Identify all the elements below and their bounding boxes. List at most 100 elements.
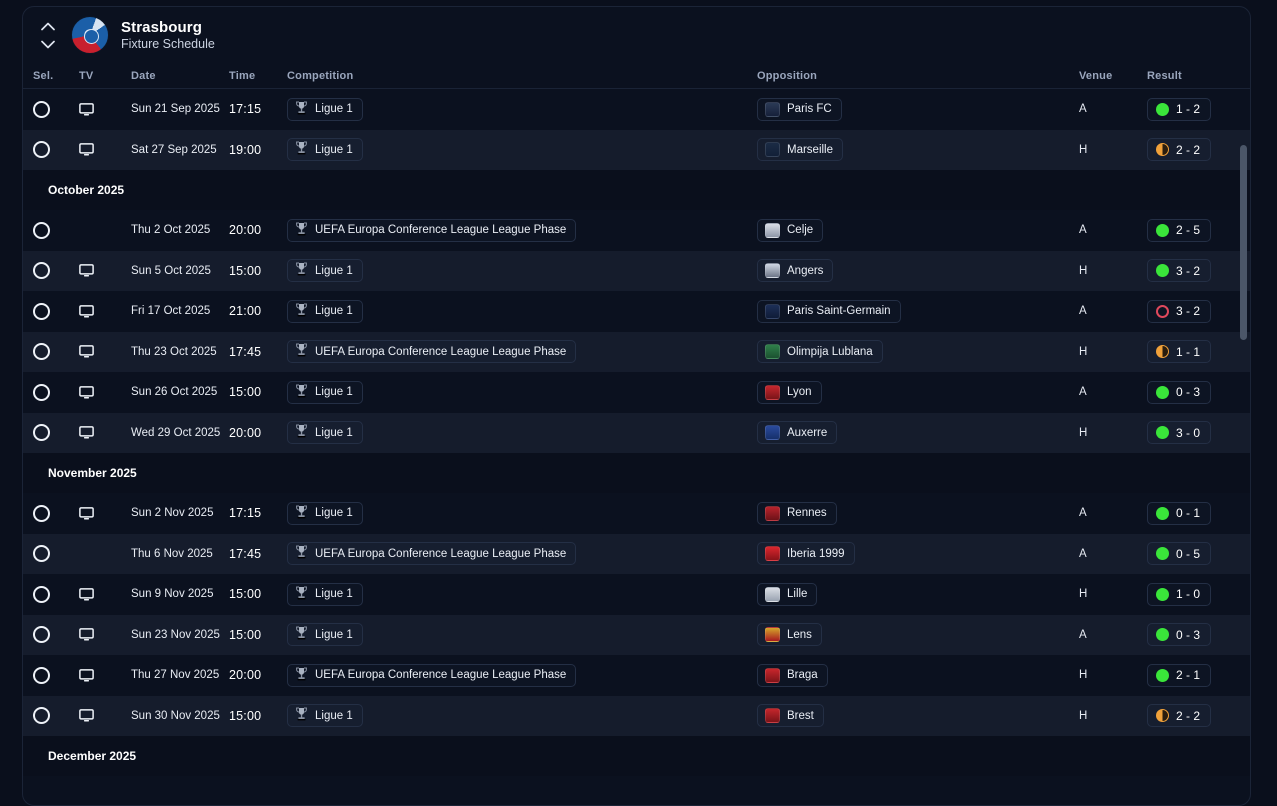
select-fixture-radio[interactable] bbox=[33, 141, 50, 159]
opposition-chip[interactable]: Lens bbox=[757, 623, 822, 647]
fixture-list-scroller[interactable]: Sun 21 Sep 2025 17:15 Ligue 1 Paris FC A 1 - … bbox=[23, 89, 1250, 804]
select-fixture-radio[interactable] bbox=[33, 262, 50, 280]
time-cell: 20:00 bbox=[229, 426, 287, 440]
result-chip[interactable]: 2 - 5 bbox=[1147, 218, 1212, 242]
select-fixture-radio[interactable] bbox=[33, 545, 50, 563]
select-cell[interactable] bbox=[23, 302, 79, 320]
club-crest-icon bbox=[765, 101, 780, 117]
select-cell[interactable] bbox=[23, 545, 79, 563]
select-fixture-radio[interactable] bbox=[33, 626, 50, 644]
select-cell[interactable] bbox=[23, 585, 79, 603]
select-cell[interactable] bbox=[23, 141, 79, 159]
competition-chip[interactable]: Ligue 1 bbox=[287, 501, 363, 525]
select-cell[interactable] bbox=[23, 424, 79, 442]
fixture-row[interactable]: Sun 23 Nov 2025 15:00 Ligue 1 Lens A 0 - 3 bbox=[23, 614, 1250, 655]
select-fixture-radio[interactable] bbox=[33, 221, 50, 239]
fixture-row[interactable]: Thu 6 Nov 2025 17:45 UEFA Europa Conferenc… bbox=[23, 533, 1250, 574]
result-chip[interactable]: 0 - 3 bbox=[1147, 380, 1212, 404]
result-score: 1 - 2 bbox=[1176, 102, 1201, 117]
fixture-row[interactable]: Wed 29 Oct 2025 20:00 Ligue 1 Auxerre H 3 - 0 bbox=[23, 412, 1250, 453]
opposition-chip[interactable]: Braga bbox=[757, 663, 828, 687]
fixture-row[interactable]: Thu 2 Oct 2025 20:00 UEFA Europa Conferenc… bbox=[23, 210, 1250, 251]
result-chip[interactable]: 0 - 5 bbox=[1147, 542, 1212, 566]
fixture-row[interactable]: Fri 17 Oct 2025 21:00 Ligue 1 Paris Saint-G… bbox=[23, 291, 1250, 332]
opposition-chip[interactable]: Lille bbox=[757, 582, 818, 606]
result-chip[interactable]: 3 - 0 bbox=[1147, 421, 1212, 445]
select-fixture-radio[interactable] bbox=[33, 585, 50, 603]
select-fixture-radio[interactable] bbox=[33, 707, 50, 725]
opposition-name: Braga bbox=[787, 669, 818, 682]
select-cell[interactable] bbox=[23, 100, 79, 118]
competition-chip[interactable]: UEFA Europa Conference League League Pha… bbox=[287, 663, 577, 687]
select-cell[interactable] bbox=[23, 221, 79, 239]
select-fixture-radio[interactable] bbox=[33, 383, 50, 401]
fixture-date: Sun 26 Oct 2025 bbox=[131, 386, 218, 399]
competition-chip[interactable]: Ligue 1 bbox=[287, 421, 363, 445]
competition-chip[interactable]: Ligue 1 bbox=[287, 138, 363, 162]
competition-chip[interactable]: Ligue 1 bbox=[287, 97, 363, 121]
fixture-row[interactable]: Sun 21 Sep 2025 17:15 Ligue 1 Paris FC A 1 - … bbox=[23, 89, 1250, 130]
result-chip[interactable]: 1 - 2 bbox=[1147, 97, 1212, 121]
opposition-chip[interactable]: Angers bbox=[757, 259, 834, 283]
select-fixture-radio[interactable] bbox=[33, 302, 50, 320]
select-cell[interactable] bbox=[23, 343, 79, 361]
select-fixture-radio[interactable] bbox=[33, 100, 50, 118]
competition-chip[interactable]: Ligue 1 bbox=[287, 380, 363, 404]
result-chip[interactable]: 0 - 3 bbox=[1147, 623, 1212, 647]
select-cell[interactable] bbox=[23, 262, 79, 280]
result-chip[interactable]: 1 - 1 bbox=[1147, 340, 1212, 364]
result-chip[interactable]: 0 - 1 bbox=[1147, 501, 1212, 525]
competition-chip[interactable]: UEFA Europa Conference League League Pha… bbox=[287, 340, 577, 364]
select-cell[interactable] bbox=[23, 504, 79, 522]
opposition-chip[interactable]: Paris Saint-Germain bbox=[757, 299, 901, 323]
fixture-row[interactable]: Sun 5 Oct 2025 15:00 Ligue 1 Angers H 3 - 2 bbox=[23, 250, 1250, 291]
chevron-up-icon[interactable] bbox=[41, 22, 55, 31]
competition-chip[interactable]: Ligue 1 bbox=[287, 259, 363, 283]
result-chip[interactable]: 3 - 2 bbox=[1147, 259, 1212, 283]
result-chip[interactable]: 2 - 1 bbox=[1147, 663, 1212, 687]
scrollbar-track[interactable] bbox=[1240, 89, 1247, 804]
result-chip[interactable]: 3 - 2 bbox=[1147, 299, 1212, 323]
fixture-row[interactable]: Sun 2 Nov 2025 17:15 Ligue 1 Rennes A 0 - 1 bbox=[23, 493, 1250, 534]
competition-chip[interactable]: UEFA Europa Conference League League Pha… bbox=[287, 218, 577, 242]
competition-chip[interactable]: Ligue 1 bbox=[287, 582, 363, 606]
select-fixture-radio[interactable] bbox=[33, 343, 50, 361]
opposition-chip[interactable]: Celje bbox=[757, 218, 824, 242]
opposition-chip[interactable]: Lyon bbox=[757, 380, 822, 404]
opposition-chip[interactable]: Iberia 1999 bbox=[757, 542, 855, 566]
fixture-row[interactable]: Sun 9 Nov 2025 15:00 Ligue 1 Lille H 1 - 0 bbox=[23, 574, 1250, 615]
fixture-row[interactable]: Thu 23 Oct 2025 17:45 UEFA Europa Conferen… bbox=[23, 331, 1250, 372]
fixture-row[interactable]: Sat 27 Sep 2025 19:00 Ligue 1 Marseille H 2 -… bbox=[23, 129, 1250, 170]
select-cell[interactable] bbox=[23, 626, 79, 644]
result-chip[interactable]: 1 - 0 bbox=[1147, 582, 1212, 606]
chevron-down-icon[interactable] bbox=[41, 40, 55, 49]
competition-chip[interactable]: UEFA Europa Conference League League Pha… bbox=[287, 542, 577, 566]
fixture-row[interactable]: Sun 30 Nov 2025 15:00 Ligue 1 Brest H 2 - 2 bbox=[23, 695, 1250, 736]
select-fixture-radio[interactable] bbox=[33, 424, 50, 442]
opposition-cell: Marseille bbox=[757, 138, 1079, 162]
select-cell[interactable] bbox=[23, 707, 79, 725]
opposition-chip[interactable]: Marseille bbox=[757, 138, 844, 162]
nav-arrows[interactable] bbox=[37, 22, 59, 49]
select-fixture-radio[interactable] bbox=[33, 504, 50, 522]
competition-name: Ligue 1 bbox=[315, 426, 353, 439]
result-chip[interactable]: 2 - 2 bbox=[1147, 138, 1212, 162]
select-cell[interactable] bbox=[23, 666, 79, 684]
competition-name: Ligue 1 bbox=[315, 264, 353, 277]
competition-chip[interactable]: Ligue 1 bbox=[287, 623, 363, 647]
fixture-row[interactable]: Thu 27 Nov 2025 20:00 UEFA Europa Conferen… bbox=[23, 655, 1250, 696]
opposition-chip[interactable]: Rennes bbox=[757, 501, 837, 525]
scrollbar-thumb[interactable] bbox=[1240, 145, 1247, 340]
select-cell[interactable] bbox=[23, 383, 79, 401]
opposition-chip[interactable]: Brest bbox=[757, 704, 824, 728]
opposition-chip[interactable]: Auxerre bbox=[757, 421, 838, 445]
opposition-name: Angers bbox=[787, 264, 824, 277]
opposition-chip[interactable]: Paris FC bbox=[757, 97, 842, 121]
competition-chip[interactable]: Ligue 1 bbox=[287, 704, 363, 728]
select-fixture-radio[interactable] bbox=[33, 666, 50, 684]
opposition-chip[interactable]: Olimpija Lublana bbox=[757, 340, 883, 364]
fixture-row[interactable]: Sun 26 Oct 2025 15:00 Ligue 1 Lyon A 0 - 3 bbox=[23, 372, 1250, 413]
opposition-name: Rennes bbox=[787, 507, 827, 520]
result-chip[interactable]: 2 - 2 bbox=[1147, 704, 1212, 728]
competition-chip[interactable]: Ligue 1 bbox=[287, 299, 363, 323]
